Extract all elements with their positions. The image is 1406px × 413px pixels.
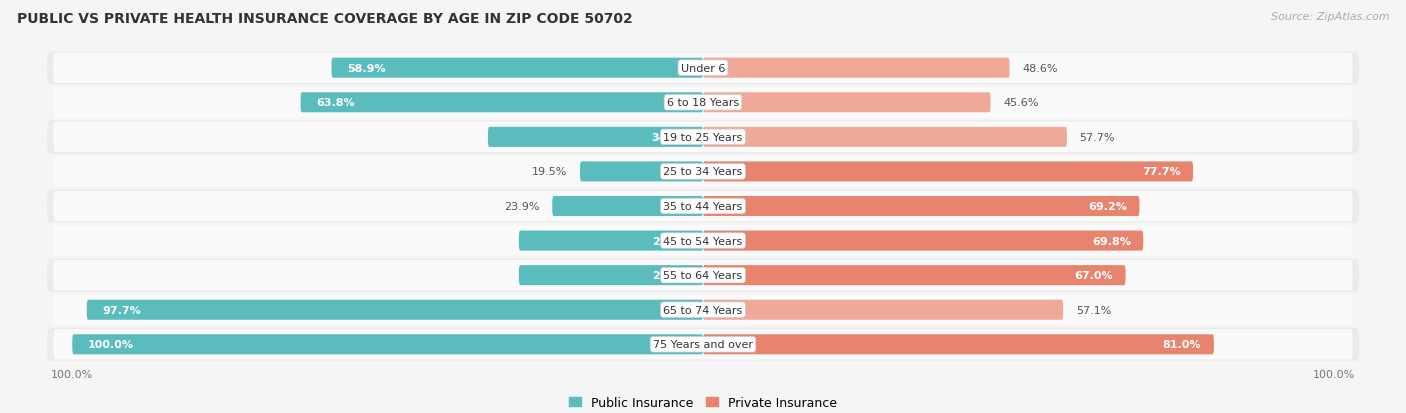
FancyBboxPatch shape [53, 191, 1353, 222]
Text: 100.0%: 100.0% [89, 339, 134, 349]
FancyBboxPatch shape [53, 53, 1353, 84]
Text: Source: ZipAtlas.com: Source: ZipAtlas.com [1271, 12, 1389, 22]
FancyBboxPatch shape [703, 300, 1063, 320]
Text: 57.1%: 57.1% [1076, 305, 1111, 315]
FancyBboxPatch shape [301, 93, 703, 113]
Text: 97.7%: 97.7% [103, 305, 141, 315]
FancyBboxPatch shape [53, 88, 1353, 118]
Text: 81.0%: 81.0% [1163, 339, 1201, 349]
FancyBboxPatch shape [703, 162, 1194, 182]
FancyBboxPatch shape [72, 335, 703, 354]
FancyBboxPatch shape [46, 155, 1360, 189]
FancyBboxPatch shape [553, 197, 703, 216]
FancyBboxPatch shape [703, 231, 1143, 251]
FancyBboxPatch shape [703, 93, 991, 113]
FancyBboxPatch shape [46, 293, 1360, 327]
Text: 45 to 54 Years: 45 to 54 Years [664, 236, 742, 246]
Text: 19 to 25 Years: 19 to 25 Years [664, 133, 742, 142]
FancyBboxPatch shape [703, 128, 1067, 147]
FancyBboxPatch shape [703, 335, 1213, 354]
Text: 35 to 44 Years: 35 to 44 Years [664, 202, 742, 211]
Text: 45.6%: 45.6% [1004, 98, 1039, 108]
FancyBboxPatch shape [53, 329, 1353, 360]
FancyBboxPatch shape [53, 260, 1353, 291]
FancyBboxPatch shape [519, 231, 703, 251]
Text: PUBLIC VS PRIVATE HEALTH INSURANCE COVERAGE BY AGE IN ZIP CODE 50702: PUBLIC VS PRIVATE HEALTH INSURANCE COVER… [17, 12, 633, 26]
Text: 34.1%: 34.1% [652, 133, 690, 142]
FancyBboxPatch shape [46, 328, 1360, 361]
FancyBboxPatch shape [53, 157, 1353, 187]
Text: Under 6: Under 6 [681, 64, 725, 74]
FancyBboxPatch shape [703, 266, 1126, 285]
Text: 58.9%: 58.9% [347, 64, 385, 74]
FancyBboxPatch shape [46, 121, 1360, 154]
FancyBboxPatch shape [53, 122, 1353, 153]
Text: 69.2%: 69.2% [1088, 202, 1126, 211]
FancyBboxPatch shape [46, 86, 1360, 120]
FancyBboxPatch shape [53, 226, 1353, 256]
Text: 19.5%: 19.5% [531, 167, 568, 177]
Text: 77.7%: 77.7% [1142, 167, 1181, 177]
Text: 29.2%: 29.2% [651, 236, 690, 246]
Text: 67.0%: 67.0% [1074, 271, 1114, 280]
FancyBboxPatch shape [87, 300, 703, 320]
Text: 69.8%: 69.8% [1092, 236, 1130, 246]
FancyBboxPatch shape [488, 128, 703, 147]
FancyBboxPatch shape [53, 295, 1353, 325]
FancyBboxPatch shape [46, 259, 1360, 292]
Text: 23.9%: 23.9% [505, 202, 540, 211]
FancyBboxPatch shape [703, 59, 1010, 78]
Text: 65 to 74 Years: 65 to 74 Years [664, 305, 742, 315]
FancyBboxPatch shape [519, 266, 703, 285]
FancyBboxPatch shape [332, 59, 703, 78]
Text: 29.2%: 29.2% [651, 271, 690, 280]
FancyBboxPatch shape [46, 190, 1360, 223]
Text: 6 to 18 Years: 6 to 18 Years [666, 98, 740, 108]
Text: 63.8%: 63.8% [316, 98, 354, 108]
Text: 75 Years and over: 75 Years and over [652, 339, 754, 349]
FancyBboxPatch shape [703, 197, 1139, 216]
Text: 55 to 64 Years: 55 to 64 Years [664, 271, 742, 280]
Legend: Public Insurance, Private Insurance: Public Insurance, Private Insurance [564, 391, 842, 413]
Text: 48.6%: 48.6% [1022, 64, 1057, 74]
FancyBboxPatch shape [581, 162, 703, 182]
Text: 57.7%: 57.7% [1080, 133, 1115, 142]
FancyBboxPatch shape [46, 224, 1360, 258]
Text: 25 to 34 Years: 25 to 34 Years [664, 167, 742, 177]
FancyBboxPatch shape [46, 52, 1360, 85]
